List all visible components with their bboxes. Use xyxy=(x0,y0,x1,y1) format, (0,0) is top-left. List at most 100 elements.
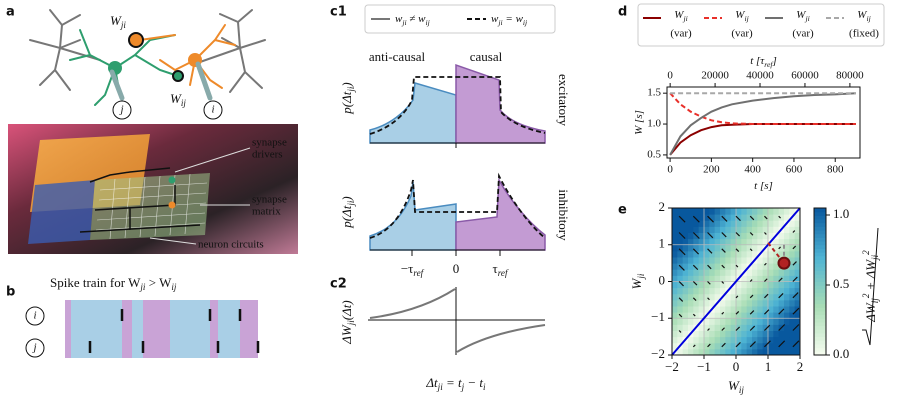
heat-cell xyxy=(704,275,710,282)
heat-cell xyxy=(757,312,764,319)
heat-cell xyxy=(704,263,710,270)
heat-cell xyxy=(773,330,780,338)
heat-cell xyxy=(757,244,764,252)
x-tick-label: 800 xyxy=(827,164,844,176)
heat-cell xyxy=(730,238,737,246)
heat-cell xyxy=(741,257,748,264)
heat-cell xyxy=(741,275,748,282)
heat-cell xyxy=(773,342,780,350)
legend-label: wji ≠ wij xyxy=(395,13,430,27)
y-tick-label: 1.5 xyxy=(647,87,661,99)
heat-cell xyxy=(682,263,689,270)
flow-arrow xyxy=(735,248,740,253)
heat-cell xyxy=(725,208,732,215)
heat-cell xyxy=(741,306,748,313)
colorbar-tick-label: 0.0 xyxy=(833,346,849,361)
heat-cell xyxy=(730,293,737,301)
x-tick-label: 200 xyxy=(703,164,720,176)
heat-cell xyxy=(693,250,700,258)
flow-arrow xyxy=(792,230,796,233)
flow-arrow xyxy=(707,297,710,301)
colorbar-slice xyxy=(814,252,826,257)
heat-cell xyxy=(762,336,769,344)
colorbar-slice xyxy=(814,244,826,249)
x-axis-label: t [s] xyxy=(754,180,773,192)
heat-cell xyxy=(693,306,700,313)
text-part: W xyxy=(796,9,806,21)
flow-arrow xyxy=(735,232,741,237)
text-part: ij xyxy=(744,14,748,23)
x-tick-label: 0 xyxy=(453,261,460,276)
heat-cell xyxy=(730,348,737,356)
x-tick-label: τref xyxy=(493,261,509,278)
heat-cell xyxy=(789,263,796,270)
heat-cell xyxy=(768,232,774,240)
flow-arrow xyxy=(721,232,727,238)
heat-cell xyxy=(682,220,689,227)
y-tick-label: 0.5 xyxy=(647,148,661,160)
state-point xyxy=(777,256,791,270)
heat-cell xyxy=(714,269,721,276)
heat-cell xyxy=(704,257,710,264)
heat-cell xyxy=(725,293,732,301)
heat-cell xyxy=(762,306,769,313)
flow-arrow xyxy=(778,215,781,219)
heat-cell xyxy=(714,336,721,344)
text-part: w xyxy=(395,13,403,25)
text-part: ji xyxy=(497,18,502,27)
colorbar-slice xyxy=(814,299,826,305)
heat-cell xyxy=(672,330,678,338)
heat-cell xyxy=(789,238,796,246)
heat-cell xyxy=(794,336,801,344)
text-part: > xyxy=(145,275,159,290)
heat-cell xyxy=(746,269,753,276)
heat-cell xyxy=(682,318,689,325)
heat-cell xyxy=(682,244,689,252)
heat-cell xyxy=(672,336,678,344)
flow-arrow xyxy=(678,264,685,271)
heat-cell xyxy=(789,250,796,258)
heat-cell xyxy=(714,208,721,215)
heat-cell xyxy=(794,281,801,289)
text-part: ) xyxy=(339,82,354,87)
flow-arrow xyxy=(749,294,754,299)
row-label: inhibitory xyxy=(556,189,571,241)
flow-arrow xyxy=(749,248,753,252)
heat-cell xyxy=(746,232,753,240)
heat-cell xyxy=(741,226,748,233)
heat-cell xyxy=(672,269,678,276)
line-series xyxy=(669,92,856,125)
heat-cell xyxy=(768,312,774,319)
heat-cell xyxy=(688,342,694,350)
heat-cell xyxy=(677,318,684,325)
y-axis-label: p(Δtji) xyxy=(339,82,356,114)
heat-cell xyxy=(704,293,710,301)
flow-arrow xyxy=(678,248,686,256)
flow-arrow xyxy=(749,341,756,348)
heat-cell xyxy=(682,214,689,221)
heat-cell xyxy=(784,336,790,344)
flow-arrow xyxy=(735,264,739,268)
colorbar-slice xyxy=(814,281,826,286)
heat-cell xyxy=(784,226,790,233)
heat-cell xyxy=(725,281,732,289)
colorbar-slice xyxy=(814,351,826,356)
heat-cell xyxy=(682,275,689,282)
heat-cell xyxy=(688,214,694,221)
heat-cell xyxy=(693,269,700,276)
text-part: w xyxy=(491,13,499,25)
heat-cell xyxy=(746,287,753,295)
heat-cell xyxy=(789,299,796,307)
heat-cell xyxy=(752,281,758,289)
heat-cell xyxy=(773,299,780,307)
heat-cell xyxy=(688,293,694,301)
text-part: ji xyxy=(346,86,356,93)
heat-cell xyxy=(698,269,705,276)
text-part: ij xyxy=(739,385,745,395)
heat-cell xyxy=(698,263,705,270)
flow-arrow xyxy=(764,215,768,220)
heat-cell xyxy=(714,318,721,325)
heat-cell xyxy=(794,275,801,282)
diagonal xyxy=(671,207,801,356)
text-part: ≠ xyxy=(407,13,419,25)
